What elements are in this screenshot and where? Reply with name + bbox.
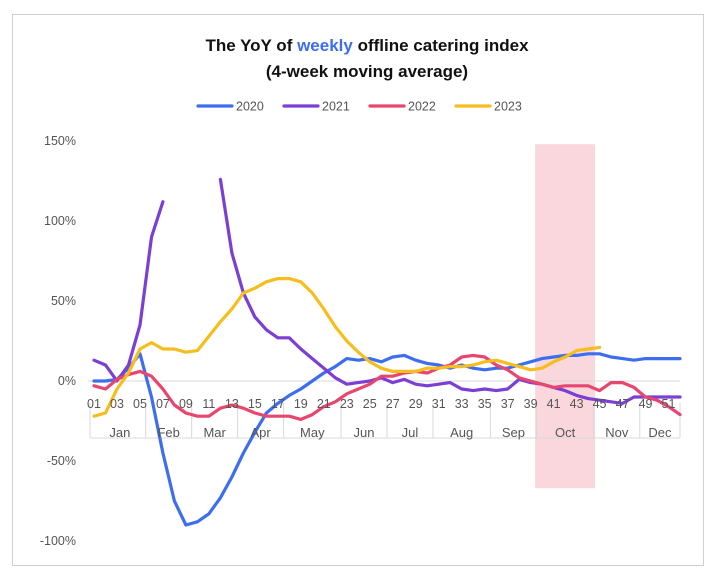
x-tick-label: 43 bbox=[570, 397, 584, 411]
legend-label: 2020 bbox=[236, 100, 264, 114]
series-line-2023 bbox=[92, 277, 602, 418]
series-line-2022 bbox=[92, 353, 682, 421]
x-tick-label: 45 bbox=[593, 397, 607, 411]
month-label: Sep bbox=[502, 425, 525, 440]
legend: 2020 2021 2022 2023 bbox=[196, 100, 522, 114]
month-label: Apr bbox=[250, 425, 271, 440]
highlight-band bbox=[535, 144, 596, 489]
legend-label: 2021 bbox=[322, 100, 350, 114]
x-tick-label: 33 bbox=[455, 397, 469, 411]
x-tick-label: 49 bbox=[639, 397, 653, 411]
chart-subtitle: (4-week moving average) bbox=[266, 62, 468, 81]
legend-label: 2023 bbox=[494, 100, 522, 114]
x-tick-label: 51 bbox=[662, 397, 676, 411]
x-tick-label: 29 bbox=[409, 397, 423, 411]
x-tick-label: 27 bbox=[386, 397, 400, 411]
month-label: Oct bbox=[555, 425, 576, 440]
month-label: Jul bbox=[402, 425, 419, 440]
x-tick-label: 09 bbox=[179, 397, 193, 411]
y-tick-label: -100% bbox=[40, 534, 76, 548]
month-label: Dec bbox=[648, 425, 672, 440]
x-tick-label: 17 bbox=[271, 397, 285, 411]
x-tick-label: 47 bbox=[616, 397, 630, 411]
x-tick-label: 11 bbox=[202, 397, 215, 411]
month-label: Aug bbox=[450, 425, 473, 440]
y-tick-label: 50% bbox=[51, 294, 76, 308]
y-tick-label: 150% bbox=[44, 134, 76, 148]
month-label: Jun bbox=[354, 425, 375, 440]
x-tick-label: 13 bbox=[225, 397, 239, 411]
x-tick-label: 21 bbox=[317, 397, 331, 411]
y-tick-label: -50% bbox=[47, 454, 76, 468]
x-tick-label: 03 bbox=[110, 397, 124, 411]
y-tick-label: 0% bbox=[58, 374, 76, 388]
month-label: May bbox=[300, 425, 325, 440]
x-tick-label: 39 bbox=[524, 397, 538, 411]
x-tick-label: 41 bbox=[547, 397, 561, 411]
x-tick-label: 25 bbox=[363, 397, 377, 411]
x-tick-label: 23 bbox=[340, 397, 354, 411]
x-tick-label: 07 bbox=[156, 397, 170, 411]
month-label: Jan bbox=[109, 425, 130, 440]
y-tick-label: 100% bbox=[44, 214, 76, 228]
series-line-2020 bbox=[92, 352, 682, 527]
x-tick-label: 01 bbox=[87, 397, 101, 411]
x-tick-label: 05 bbox=[133, 397, 147, 411]
legend-label: 2022 bbox=[408, 100, 436, 114]
chart-title: The YoY of weekly offline catering index bbox=[205, 36, 529, 55]
month-label: Mar bbox=[203, 425, 226, 440]
x-tick-label: 19 bbox=[294, 397, 308, 411]
month-label: Feb bbox=[157, 425, 179, 440]
x-tick-label: 31 bbox=[432, 397, 446, 411]
x-tick-label: 37 bbox=[501, 397, 515, 411]
x-tick-label: 35 bbox=[478, 397, 492, 411]
x-tick-label: 15 bbox=[248, 397, 262, 411]
series-line-2021 bbox=[92, 177, 682, 405]
month-label: Nov bbox=[605, 425, 629, 440]
